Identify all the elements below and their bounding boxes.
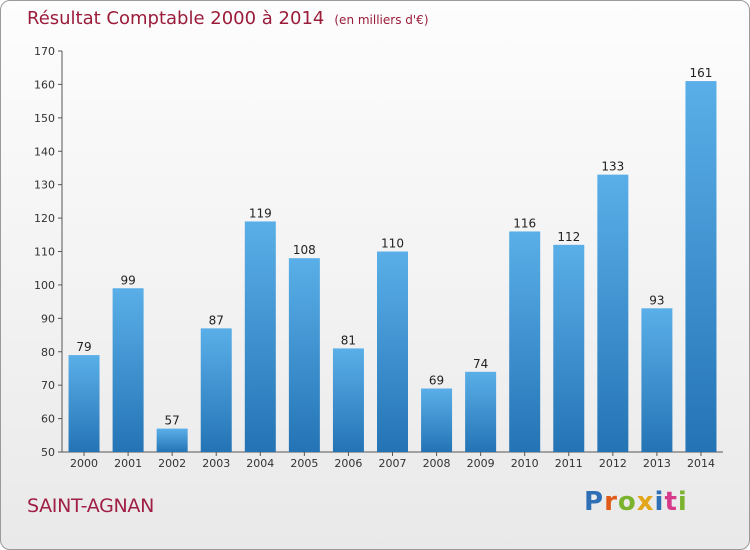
logo-letter: P [584, 487, 605, 517]
bar-2008 [421, 388, 453, 452]
y-tick-label: 60 [41, 413, 55, 426]
x-tick-label: 2010 [511, 457, 539, 470]
value-label-2001: 99 [120, 273, 135, 287]
x-tick-label: 2000 [70, 457, 98, 470]
x-tick-label: 2008 [423, 457, 451, 470]
logo-letter: i [677, 487, 688, 517]
bar-2014 [685, 81, 717, 452]
x-tick-label: 2001 [114, 457, 142, 470]
bar-2004 [244, 221, 276, 452]
y-tick-label: 170 [34, 45, 55, 58]
y-tick-label: 120 [34, 212, 55, 225]
x-tick-label: 2002 [158, 457, 186, 470]
value-label-2000: 79 [76, 340, 91, 354]
y-tick-label: 140 [34, 145, 55, 158]
bar-2000 [68, 355, 100, 452]
bar-2009 [465, 371, 497, 452]
x-tick-label: 2004 [246, 457, 274, 470]
x-tick-label: 2006 [334, 457, 362, 470]
bar-2010 [509, 231, 541, 452]
chart-subtitle: (en milliers d'€) [334, 13, 429, 27]
y-tick-label: 130 [34, 179, 55, 192]
y-tick-label: 70 [41, 379, 55, 392]
bar-2007 [377, 251, 408, 452]
x-tick-label: 2014 [687, 457, 715, 470]
x-tick-label: 2005 [290, 457, 318, 470]
value-label-2008: 69 [429, 374, 444, 388]
x-tick-label: 2009 [467, 457, 495, 470]
value-label-2012: 133 [601, 160, 624, 174]
bar-2011 [553, 244, 585, 452]
x-tick-label: 2003 [202, 457, 230, 470]
value-label-2009: 74 [473, 357, 488, 371]
chart-title-text: Résultat Comptable 2000 à 2014 [27, 8, 325, 29]
y-tick-label: 110 [34, 246, 55, 259]
chart-title: Résultat Comptable 2000 à 2014 (en millie… [27, 8, 429, 29]
value-label-2002: 57 [165, 414, 180, 428]
bar-2005 [288, 258, 320, 452]
proxiti-logo[interactable]: Proxiti [584, 487, 688, 517]
x-tick-label: 2007 [379, 457, 407, 470]
y-tick-label: 80 [41, 346, 55, 359]
y-tick-label: 50 [41, 446, 55, 459]
y-tick-label: 160 [34, 78, 55, 91]
y-tick-label: 90 [41, 312, 55, 325]
bar-2003 [200, 328, 232, 452]
value-label-2010: 116 [513, 216, 536, 230]
bar-2006 [332, 348, 364, 452]
bar-2012 [597, 174, 629, 452]
value-label-2011: 112 [557, 230, 580, 244]
value-label-2006: 81 [341, 333, 356, 347]
commune-name: SAINT-AGNAN [27, 495, 155, 517]
bar-2002 [156, 428, 188, 452]
bar-2001 [112, 288, 144, 452]
logo-letter: i [654, 487, 665, 517]
x-tick-label: 2012 [599, 457, 627, 470]
value-label-2014: 161 [690, 66, 713, 80]
logo-letter: r [604, 487, 618, 517]
value-label-2003: 87 [209, 313, 224, 327]
value-label-2005: 108 [293, 243, 316, 257]
bar-2013 [641, 308, 673, 452]
value-label-2004: 119 [249, 206, 272, 220]
logo-letter: o [617, 487, 637, 517]
logo-letter: t [664, 487, 678, 517]
value-label-2007: 110 [381, 237, 404, 251]
y-tick-label: 150 [34, 112, 55, 125]
logo-letter: x [636, 487, 655, 517]
x-tick-label: 2013 [643, 457, 671, 470]
value-label-2013: 93 [649, 293, 664, 307]
x-tick-label: 2011 [555, 457, 583, 470]
y-tick-label: 100 [34, 279, 55, 292]
